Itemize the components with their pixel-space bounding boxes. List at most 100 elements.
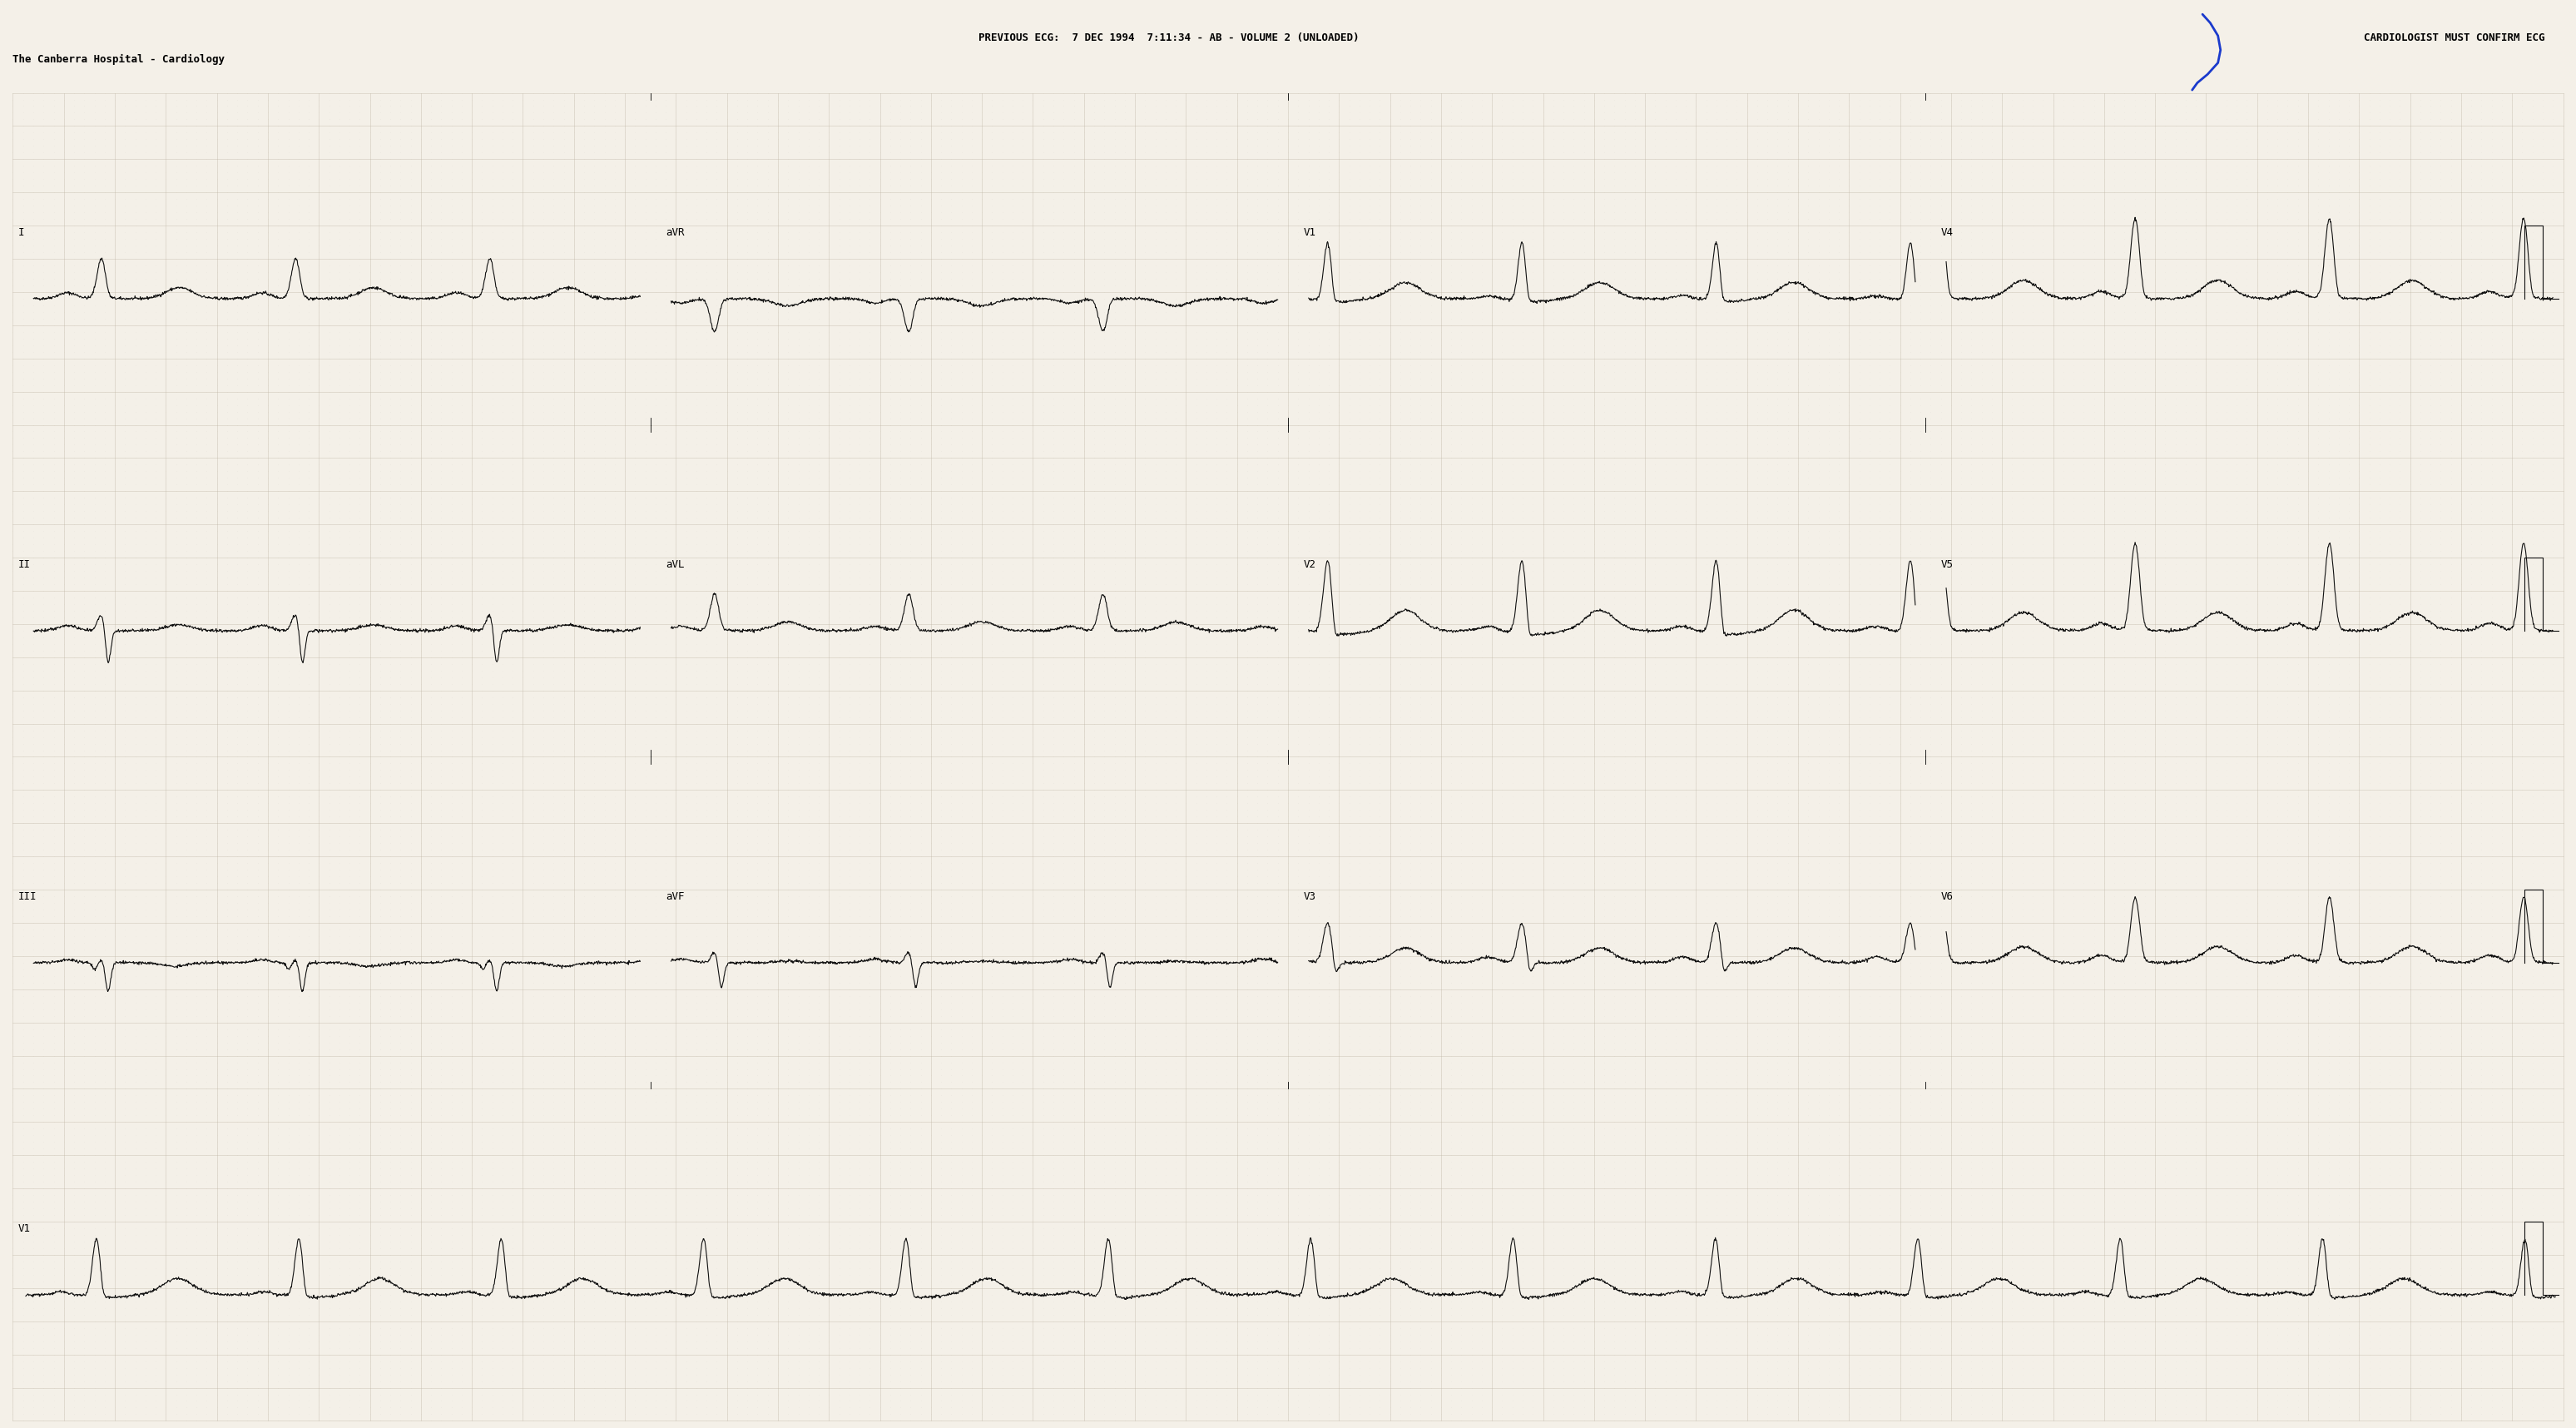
Point bbox=[1419, 845, 1461, 868]
Point bbox=[2267, 811, 2308, 834]
Point bbox=[768, 154, 809, 177]
Point bbox=[165, 818, 206, 841]
Point bbox=[716, 858, 757, 881]
Point bbox=[2205, 1104, 2246, 1127]
Point bbox=[2236, 918, 2277, 941]
Point bbox=[1064, 660, 1105, 683]
Point bbox=[2012, 1171, 2053, 1194]
Point bbox=[1115, 214, 1157, 237]
Point bbox=[1370, 221, 1412, 244]
Point bbox=[850, 640, 891, 663]
Point bbox=[1891, 1131, 1932, 1154]
Point bbox=[2022, 1382, 2063, 1405]
Point bbox=[2174, 121, 2215, 144]
Point bbox=[64, 1217, 106, 1240]
Point bbox=[2419, 161, 2460, 184]
Point bbox=[389, 773, 430, 795]
Point bbox=[2146, 1397, 2187, 1419]
Point bbox=[2084, 991, 2125, 1014]
Point bbox=[330, 81, 371, 104]
Point bbox=[165, 1289, 206, 1312]
Point bbox=[1808, 1369, 1850, 1392]
Point bbox=[513, 831, 554, 854]
Point bbox=[595, 407, 636, 430]
Point bbox=[0, 480, 33, 503]
Point bbox=[1319, 473, 1360, 496]
Point bbox=[134, 527, 175, 550]
Point bbox=[2074, 1297, 2115, 1319]
Point bbox=[1819, 267, 1860, 290]
Point bbox=[2032, 678, 2074, 701]
Point bbox=[0, 580, 33, 603]
Point bbox=[1909, 1342, 1950, 1365]
Point bbox=[1164, 300, 1206, 323]
Point bbox=[247, 1044, 289, 1067]
Point bbox=[1164, 1077, 1206, 1100]
Point bbox=[299, 918, 340, 941]
Point bbox=[1216, 640, 1257, 663]
Point bbox=[1716, 793, 1757, 815]
Point bbox=[471, 440, 513, 463]
Point bbox=[1409, 81, 1450, 104]
Point bbox=[2125, 314, 2166, 337]
Point bbox=[1533, 300, 1574, 323]
Point bbox=[2115, 1244, 2156, 1267]
Point bbox=[768, 194, 809, 217]
Point bbox=[2236, 167, 2277, 190]
Point bbox=[523, 89, 564, 111]
Point bbox=[523, 1342, 564, 1365]
Point bbox=[1471, 1071, 1512, 1094]
Point bbox=[1512, 507, 1553, 530]
Point bbox=[2411, 134, 2452, 157]
Point bbox=[1605, 247, 1646, 270]
Point bbox=[2105, 758, 2146, 781]
Point bbox=[889, 745, 930, 768]
Point bbox=[309, 374, 350, 397]
Point bbox=[185, 798, 227, 821]
Point bbox=[706, 354, 747, 377]
Point bbox=[1553, 678, 1595, 701]
Point bbox=[299, 89, 340, 111]
Point bbox=[2439, 625, 2481, 648]
Point bbox=[1533, 865, 1574, 888]
Point bbox=[930, 738, 971, 761]
Point bbox=[492, 513, 533, 536]
Point bbox=[920, 1157, 961, 1180]
Point bbox=[2205, 241, 2246, 264]
Point bbox=[1043, 254, 1084, 277]
Point bbox=[605, 174, 647, 197]
Point bbox=[1074, 101, 1115, 124]
Point bbox=[1267, 460, 1309, 483]
Point bbox=[3, 620, 44, 643]
Point bbox=[1950, 1264, 1991, 1287]
Point bbox=[523, 1131, 564, 1154]
Point bbox=[768, 433, 809, 456]
Point bbox=[1409, 693, 1450, 715]
Point bbox=[533, 958, 574, 981]
Point bbox=[930, 1397, 971, 1419]
Point bbox=[799, 660, 840, 683]
Point bbox=[654, 698, 696, 721]
Point bbox=[1164, 194, 1206, 217]
Point bbox=[2074, 520, 2115, 543]
Point bbox=[134, 573, 175, 595]
Point bbox=[1319, 1171, 1360, 1194]
Point bbox=[216, 1018, 258, 1041]
Point bbox=[1492, 473, 1533, 496]
Point bbox=[644, 109, 685, 131]
Point bbox=[1492, 1131, 1533, 1154]
Point bbox=[502, 1164, 544, 1187]
Point bbox=[2032, 793, 2074, 815]
Point bbox=[1430, 891, 1471, 914]
Point bbox=[1278, 1237, 1319, 1259]
Point bbox=[2226, 1024, 2267, 1047]
Point bbox=[788, 640, 829, 663]
Point bbox=[116, 174, 157, 197]
Point bbox=[1605, 1038, 1646, 1061]
Point bbox=[2146, 334, 2187, 357]
Point bbox=[1564, 533, 1605, 555]
Point bbox=[2419, 374, 2460, 397]
Point bbox=[1409, 520, 1450, 543]
Point bbox=[2419, 818, 2460, 841]
Point bbox=[2429, 1077, 2470, 1100]
